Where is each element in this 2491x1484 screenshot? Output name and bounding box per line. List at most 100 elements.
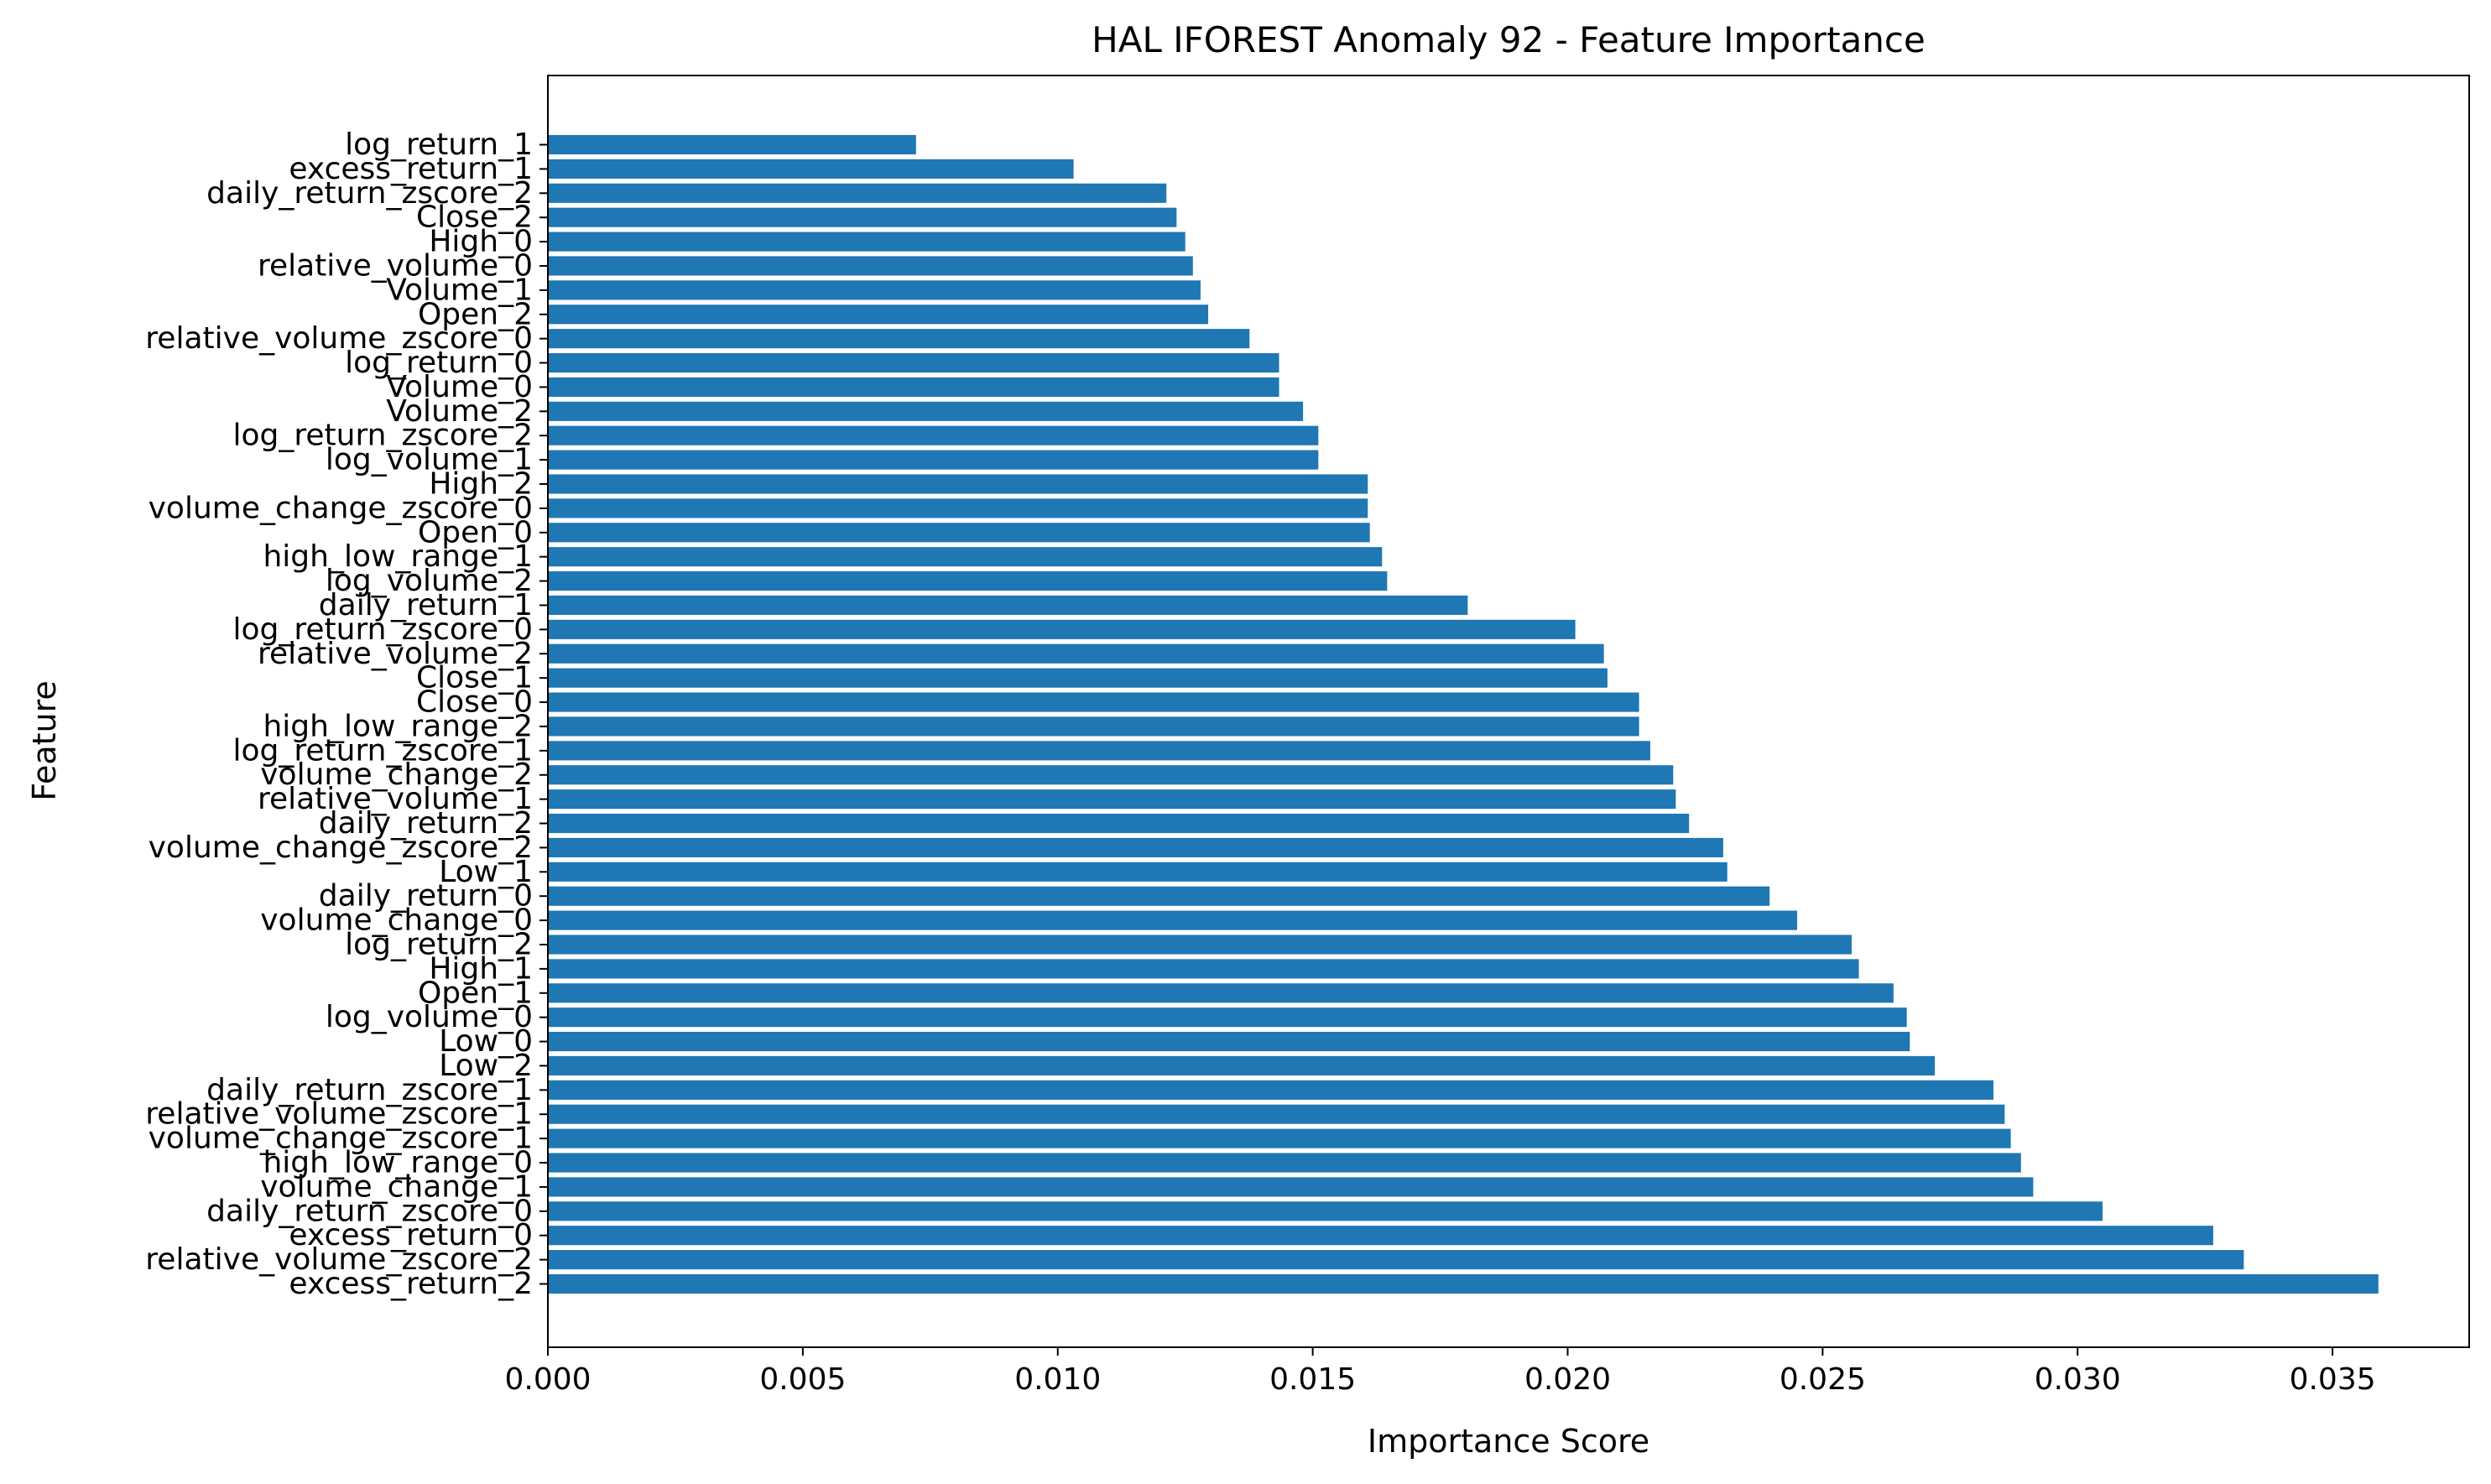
y-tick-label: daily_return_zscore_1: [206, 1073, 533, 1107]
y-tick-label: daily_return_zscore_2: [206, 176, 533, 211]
x-axis-label: Importance Score: [1368, 1423, 1649, 1460]
bar: [548, 1177, 2034, 1197]
y-tick-label: log_return_1: [345, 128, 533, 162]
bar: [548, 692, 1639, 712]
bar: [548, 595, 1468, 616]
bar: [548, 1055, 1936, 1076]
bar: [548, 668, 1608, 688]
y-tick-label: relative_volume_zscore_2: [145, 1242, 533, 1277]
y-tick-label: log_return_zscore_1: [233, 733, 534, 768]
bar: [548, 134, 916, 155]
y-tick-label: Volume_0: [386, 370, 533, 404]
bar: [548, 959, 1859, 979]
bar: [548, 935, 1853, 955]
bar: [548, 571, 1388, 591]
bar: [548, 256, 1193, 276]
y-tick-label: High_0: [429, 225, 533, 259]
y-tick-label: Open_0: [418, 515, 533, 549]
y-tick-label: relative_volume_zscore_1: [145, 1097, 533, 1132]
bar: [548, 401, 1304, 421]
bar: [548, 1104, 2005, 1124]
y-tick-label: Close_2: [416, 200, 533, 235]
y-tick-label: excess_return_2: [289, 1267, 533, 1301]
y-tick-label: high_low_range_1: [263, 539, 533, 574]
bar: [548, 352, 1279, 373]
bar: [548, 377, 1279, 397]
bar: [548, 474, 1368, 494]
y-tick-label: excess_return_0: [289, 1218, 533, 1252]
bar: [548, 207, 1177, 227]
bar: [548, 1153, 2021, 1173]
bar: [548, 910, 1797, 930]
y-tick-label: high_low_range_2: [263, 709, 533, 743]
bar: [548, 716, 1639, 737]
bar: [548, 813, 1690, 834]
bar: [548, 765, 1674, 785]
y-tick-label: Low_0: [439, 1024, 533, 1059]
ticks-layer: excess_return_2relative_volume_zscore_2e…: [145, 128, 2375, 1397]
x-tick-label: 0.000: [504, 1362, 591, 1397]
y-tick-label: Volume_1: [386, 273, 533, 307]
y-tick-label: Low_1: [439, 855, 533, 889]
bar: [548, 280, 1201, 300]
x-tick-label: 0.020: [1524, 1362, 1611, 1397]
y-tick-label: log_volume_2: [326, 564, 533, 598]
y-tick-label: daily_return_0: [319, 879, 533, 914]
y-tick-label: High_2: [429, 467, 533, 502]
x-tick-label: 0.025: [1780, 1362, 1866, 1397]
bar: [548, 305, 1209, 325]
bar: [548, 1201, 2103, 1221]
x-tick-label: 0.010: [1014, 1362, 1101, 1397]
y-tick-label: log_return_zscore_0: [233, 612, 534, 647]
chart-title: HAL IFOREST Anomaly 92 - Feature Importa…: [1092, 19, 1926, 60]
y-tick-label: volume_change_2: [260, 758, 533, 792]
y-tick-label: volume_change_zscore_1: [149, 1122, 533, 1156]
y-tick-label: relative_volume_zscore_0: [145, 321, 533, 356]
bar: [548, 183, 1167, 203]
bars-layer: [548, 134, 2379, 1294]
bar: [548, 1128, 2011, 1148]
y-tick-label: relative_volume_1: [258, 782, 533, 816]
bar: [548, 862, 1728, 882]
y-tick-label: volume_change_0: [260, 903, 533, 938]
y-tick-label: high_low_range_0: [263, 1146, 533, 1180]
y-tick-label: log_volume_0: [326, 1000, 533, 1034]
y-tick-label: relative_volume_0: [258, 248, 533, 283]
x-tick-label: 0.015: [1269, 1362, 1356, 1397]
bar: [548, 1250, 2244, 1270]
y-tick-label: Close_1: [416, 661, 533, 695]
bar: [548, 1032, 1910, 1052]
bar: [548, 329, 1250, 349]
bar: [548, 425, 1319, 445]
y-tick-label: log_return_0: [345, 346, 533, 380]
bar: [548, 886, 1770, 906]
y-tick-label: daily_return_zscore_0: [206, 1194, 533, 1228]
x-tick-label: 0.030: [2035, 1362, 2121, 1397]
y-tick-label: High_1: [429, 951, 533, 986]
bar: [548, 232, 1186, 252]
y-tick-label: Open_1: [418, 976, 533, 1010]
bar: [548, 498, 1368, 518]
y-tick-label: log_return_zscore_2: [233, 419, 534, 453]
bar: [548, 983, 1894, 1003]
y-tick-label: daily_return_2: [319, 806, 533, 841]
y-tick-label: volume_change_zscore_0: [149, 491, 533, 525]
y-tick-label: log_volume_1: [326, 443, 533, 477]
y-tick-label: Open_2: [418, 297, 533, 331]
y-tick-label: relative_volume_2: [258, 637, 533, 671]
bar: [548, 1226, 2213, 1246]
bar: [548, 837, 1723, 857]
y-tick-label: daily_return_1: [319, 588, 533, 622]
bar: [548, 741, 1650, 761]
y-tick-label: excess_return_1: [289, 152, 533, 186]
bar: [548, 547, 1383, 567]
y-tick-label: volume_change_1: [260, 1169, 533, 1204]
y-tick-label: Low_2: [439, 1049, 533, 1083]
y-tick-label: log_return_2: [345, 927, 533, 961]
bar: [548, 450, 1319, 470]
bar: [548, 619, 1576, 639]
bar: [548, 1273, 2379, 1294]
y-axis-label: Feature: [26, 680, 63, 801]
